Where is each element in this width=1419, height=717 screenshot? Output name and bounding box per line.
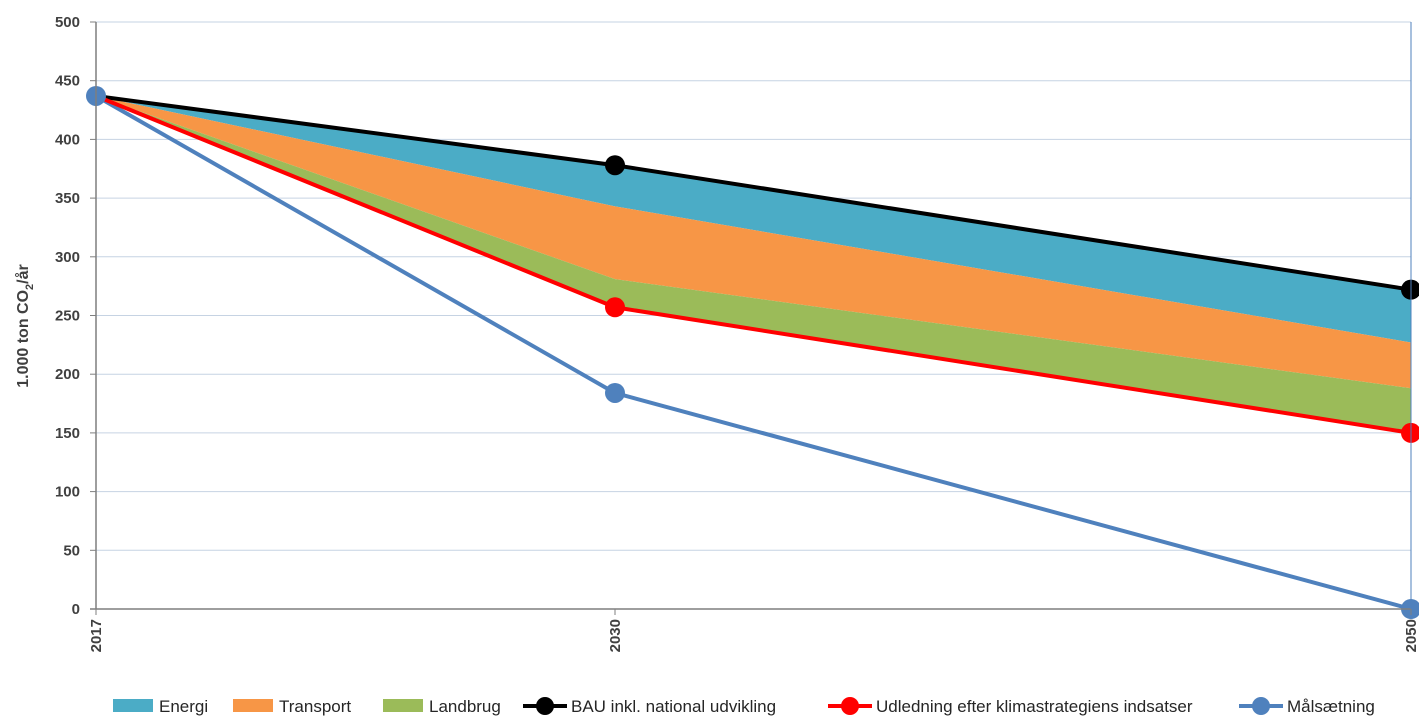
y-tick-label: 300 [55,249,80,266]
legend-marker [841,697,859,715]
y-axis-title: 1.000 ton CO2/år [14,264,36,388]
y-tick-label: 0 [72,601,80,618]
area-transport [96,95,1411,389]
x-tick-label: 2050 [1403,619,1419,652]
y-tick-label: 500 [55,14,80,31]
legend-label: Udledning efter klimastrategiens indsats… [876,697,1193,716]
legend-swatch [383,699,423,712]
y-tick-label: 400 [55,131,80,148]
legend-label: Landbrug [429,697,501,716]
stacked-areas [96,95,1411,433]
legend: Energi Transport Landbrug BAU inkl. nationa… [113,697,1375,716]
legend-label: BAU inkl. national udvikling [571,697,776,716]
y-axis-ticks: 0 50 100 150 200 250 300 350 400 450 500 [55,14,96,618]
legend-swatch [113,699,153,712]
x-tick-label: 2017 [88,619,105,652]
y-tick-label: 200 [55,366,80,383]
legend-label: Transport [279,697,351,716]
series-point-4 [605,297,625,318]
y-tick-label: 50 [63,542,80,559]
series-point-3 [1401,279,1419,300]
y-tick-label: 150 [55,425,80,442]
area-energi [96,95,1411,343]
x-tick-label: 2030 [607,619,624,652]
x-axis-ticks: 2017 2030 2050 [88,609,1419,652]
legend-marker [1252,697,1270,715]
series-lines [86,85,1419,619]
legend-label: Målsætning [1287,697,1375,716]
area-landbrug [96,95,1411,433]
y-tick-label: 250 [55,308,80,325]
y-tick-label: 100 [55,484,80,501]
series-point-5 [605,382,625,403]
series-point-3 [605,155,625,176]
legend-marker [536,697,554,715]
legend-label: Energi [159,697,208,716]
y-tick-label: 350 [55,190,80,207]
legend-swatch [233,699,273,712]
y-tick-label: 450 [55,73,80,90]
series-point-4 [1401,422,1419,443]
